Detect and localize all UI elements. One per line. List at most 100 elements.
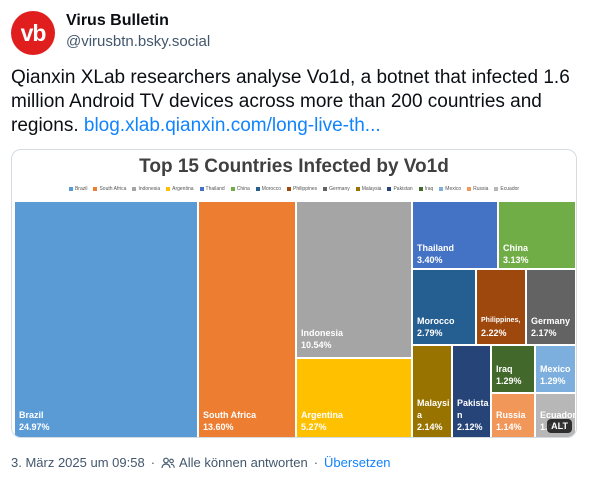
cell-name: Argentina <box>301 410 344 420</box>
legend-swatch <box>132 186 137 191</box>
treemap-cell: Russia 1.14% <box>492 394 534 437</box>
legend-item: Thailand <box>199 186 225 192</box>
post-meta: 3. März 2025 um 09:58 · Alle können antw… <box>11 455 391 470</box>
legend-label: Morocco <box>261 186 281 192</box>
treemap-cell: Pakista n 2.12% <box>453 346 490 437</box>
legend-label: Indonesia <box>138 186 161 192</box>
legend-swatch <box>467 186 472 191</box>
legend-label: Mexico <box>445 186 462 192</box>
legend-item: Pakistan <box>387 186 413 192</box>
cell-label: Morocco 2.79% <box>417 315 455 339</box>
translate-link[interactable]: Übersetzen <box>324 455 391 470</box>
author-name[interactable]: Virus Bulletin <box>66 12 169 29</box>
cell-label: Russia 1.14% <box>496 409 526 433</box>
cell-value: 1.29% <box>496 376 522 386</box>
legend-item: Morocco <box>255 186 281 192</box>
cell-value: 2.14% <box>417 422 443 432</box>
cell-name: Morocco <box>417 316 455 326</box>
cell-label: Argentina 5.27% <box>301 409 343 433</box>
cell-name: Indonesia <box>301 328 344 338</box>
meta-separator: · <box>150 455 156 470</box>
cell-value: 2.12% <box>457 422 483 432</box>
legend-label: Argentina <box>172 186 194 192</box>
legend-swatch <box>230 186 235 191</box>
cell-label: Germany 2.17% <box>531 315 570 339</box>
cell-value: 1.29% <box>540 376 566 386</box>
cell-name: Pakista n <box>457 398 489 420</box>
legend-label: Ecuador <box>500 186 520 192</box>
cell-name: Ecuador <box>540 410 575 420</box>
author-handle[interactable]: @virusbtn.bsky.social <box>66 33 211 50</box>
legend-swatch <box>93 186 98 191</box>
cell-name: Iraq <box>496 364 513 374</box>
alt-badge[interactable]: ALT <box>547 419 572 433</box>
cell-label: Iraq 1.29% <box>496 363 522 387</box>
cell-label: Indonesia 10.54% <box>301 327 343 351</box>
cell-value: 2.22% <box>481 328 507 338</box>
people-icon <box>161 457 175 468</box>
legend-swatch <box>323 186 328 191</box>
post-image[interactable]: Top 15 Countries Infected by Vo1d Brazil… <box>11 149 577 438</box>
legend-swatch <box>199 186 204 191</box>
legend-label: Brazil <box>74 186 88 192</box>
cell-name: Philippines, <box>481 317 521 324</box>
reply-setting[interactable]: Alle können antworten <box>179 455 308 470</box>
cell-value: 24.97% <box>19 422 50 432</box>
treemap-cell: South Africa 13.60% <box>199 202 295 437</box>
treemap: Brazil 24.97% South Africa 13.60% Indonesia 1… <box>15 202 575 437</box>
cell-label: Thailand 3.40% <box>417 242 454 266</box>
chart-legend: Brazil South Africa Indonesia Argentina Thai… <box>12 186 576 192</box>
legend-swatch <box>68 186 73 191</box>
legend-item: Iraq <box>418 186 434 192</box>
treemap-cell: Morocco 2.79% <box>413 270 475 344</box>
legend-item: Russia <box>467 186 488 192</box>
avatar[interactable]: vb <box>11 11 55 55</box>
legend-item: Ecuador <box>494 186 519 192</box>
cell-name: Thailand <box>417 243 455 253</box>
cell-value: 3.13% <box>503 255 529 265</box>
cell-name: Brazil <box>19 410 44 420</box>
legend-swatch <box>286 186 291 191</box>
cell-label: Mexico 1.29% <box>540 363 571 387</box>
cell-value: 2.17% <box>531 328 557 338</box>
cell-label: Philippines, 2.22% <box>481 315 520 339</box>
treemap-cell: Brazil 24.97% <box>15 202 197 437</box>
cell-label: Malaysi a 2.14% <box>417 397 450 433</box>
treemap-cell: Iraq 1.29% <box>492 346 534 392</box>
post-text: Qianxin XLab researchers analyse Vo1d, a… <box>11 66 577 138</box>
legend-label: Germany <box>329 186 350 192</box>
cell-value: 1.14% <box>496 422 522 432</box>
legend-label: China <box>236 186 250 192</box>
meta-separator: · <box>313 455 319 470</box>
treemap-cell: Argentina 5.27% <box>297 359 411 437</box>
legend-item: South Africa <box>93 186 126 192</box>
cell-value: 3.40% <box>417 255 443 265</box>
legend-item: Indonesia <box>132 186 160 192</box>
cell-name: Russia <box>496 410 526 420</box>
post-link[interactable]: blog.xlab.qianxin.com/long-live-th... <box>83 115 381 136</box>
cell-label: South Africa 13.60% <box>203 409 256 433</box>
treemap-cell: China 3.13% <box>499 202 575 268</box>
legend-swatch <box>255 186 260 191</box>
legend-item: Germany <box>323 186 350 192</box>
treemap-cell: Philippines, 2.22% <box>477 270 525 344</box>
legend-label: South Africa <box>99 186 127 192</box>
cell-label: Pakista n 2.12% <box>457 397 489 433</box>
timestamp[interactable]: 3. März 2025 um 09:58 <box>11 455 145 470</box>
legend-label: Malaysia <box>361 186 382 192</box>
legend-label: Russia <box>473 186 489 192</box>
post-body: Qianxin XLab researchers analyse Vo1d, a… <box>11 67 570 136</box>
cell-value: 5.27% <box>301 422 327 432</box>
legend-swatch <box>494 186 499 191</box>
treemap-cell: Malaysi a 2.14% <box>413 346 451 437</box>
legend-label: Iraq <box>424 186 434 192</box>
treemap-cell: Mexico 1.29% <box>536 346 575 392</box>
legend-swatch <box>387 186 392 191</box>
cell-value: 13.60% <box>203 422 234 432</box>
legend-swatch <box>355 186 360 191</box>
legend-label: Pakistan <box>393 186 413 192</box>
legend-item: Malaysia <box>355 186 382 192</box>
legend-item: Argentina <box>166 186 194 192</box>
legend-item: China <box>230 186 250 192</box>
cell-label: Brazil 24.97% <box>19 409 50 433</box>
